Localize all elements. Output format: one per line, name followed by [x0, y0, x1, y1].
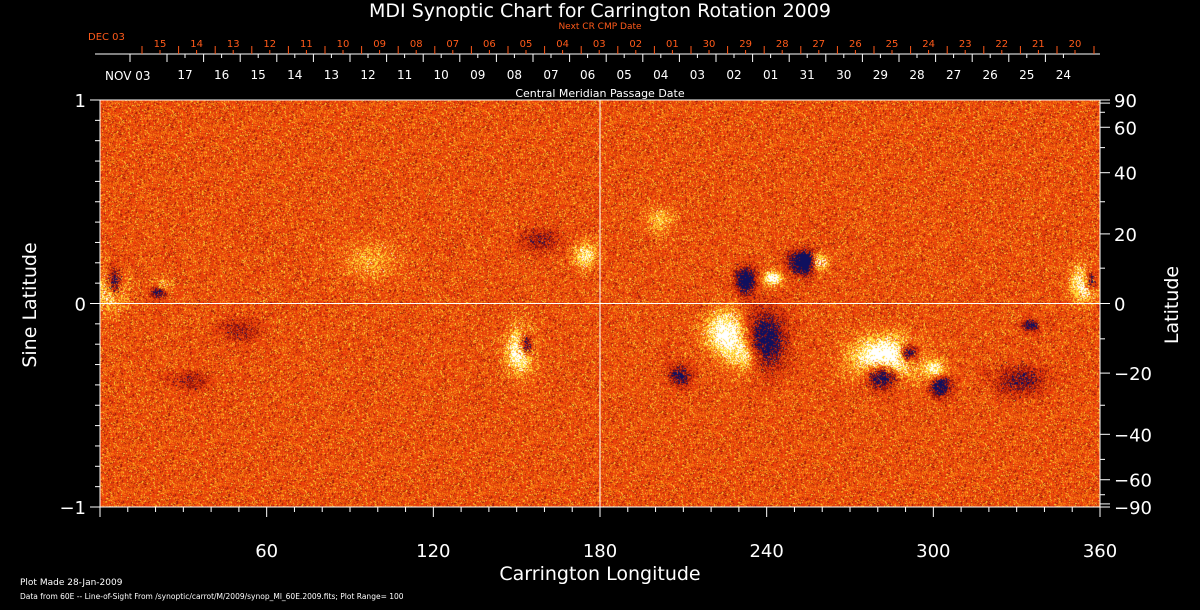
y2-tick-label: −20 — [1114, 364, 1152, 385]
cmp-date: 17 — [177, 68, 192, 82]
y-tick-label: 0 — [75, 295, 86, 316]
x-tick-label: 240 — [749, 541, 783, 562]
cmp-date: 03 — [690, 68, 705, 82]
cmp-date: 04 — [653, 68, 668, 82]
cmp-date: 06 — [580, 68, 595, 82]
cmp-date: 13 — [324, 68, 339, 82]
next-cr-date: 13 — [227, 39, 240, 50]
next-cr-date: 14 — [190, 39, 203, 50]
next-cr-date: 09 — [373, 39, 386, 50]
next-cr-date: 21 — [1032, 39, 1045, 50]
cmp-date: 09 — [470, 68, 485, 82]
next-cr-date: 24 — [922, 39, 935, 50]
y2-tick-label: 20 — [1114, 225, 1137, 246]
x-tick-label: 60 — [255, 541, 278, 562]
next-cr-date: 02 — [629, 39, 642, 50]
cmp-date: 31 — [800, 68, 815, 82]
next-cr-date: 06 — [483, 39, 496, 50]
next-cr-date: 11 — [300, 39, 313, 50]
cmp-date: 10 — [434, 68, 449, 82]
x-tick-label: 120 — [416, 541, 450, 562]
cmp-date: 27 — [946, 68, 961, 82]
next-cr-date: 27 — [812, 39, 825, 50]
cmp-date: 08 — [507, 68, 522, 82]
next-cr-date: 23 — [959, 39, 972, 50]
y2-axis-label: Latitude — [1161, 265, 1183, 345]
y2-tick-label: −90 — [1114, 498, 1152, 519]
next-cr-date: 04 — [556, 39, 569, 50]
next-cr-date: 30 — [703, 39, 716, 50]
x-tick-label: 300 — [916, 541, 950, 562]
cmp-date: 16 — [214, 68, 229, 82]
y-tick-label: 1 — [75, 91, 86, 112]
cmp-date: 15 — [251, 68, 266, 82]
cmp-date: 14 — [287, 68, 302, 82]
cmp-date: 29 — [873, 68, 888, 82]
next-cr-date: 22 — [995, 39, 1008, 50]
next-cr-date: 26 — [849, 39, 862, 50]
cmp-date: 01 — [763, 68, 778, 82]
chart-title: MDI Synoptic Chart for Carrington Rotati… — [369, 0, 831, 22]
y-tick-label: −1 — [59, 498, 86, 519]
cmp-date: 24 — [1056, 68, 1071, 82]
plot-made-note: Plot Made 28-Jan-2009 — [20, 578, 123, 588]
y2-tick-label: −60 — [1114, 471, 1152, 492]
next-cr-date: 10 — [337, 39, 350, 50]
next-cr-date: 07 — [446, 39, 459, 50]
y2-tick-label: 0 — [1114, 295, 1125, 316]
next-cr-start-label: DEC 03 — [88, 32, 125, 43]
next-cr-date: 20 — [1069, 39, 1082, 50]
next-cr-date: 15 — [154, 39, 167, 50]
x-tick-label: 360 — [1083, 541, 1117, 562]
y2-tick-label: 60 — [1114, 118, 1137, 139]
cmp-axis-label: Central Meridian Passage Date — [515, 87, 685, 100]
next-cr-date: 29 — [739, 39, 752, 50]
x-tick-label: 180 — [583, 541, 617, 562]
cmp-date: 28 — [909, 68, 924, 82]
next-cr-date: 01 — [666, 39, 679, 50]
next-cr-date: 12 — [263, 39, 276, 50]
cmp-date: 30 — [836, 68, 851, 82]
cmp-date: 05 — [617, 68, 632, 82]
x-axis-label: Carrington Longitude — [499, 563, 701, 585]
cmp-date: 07 — [543, 68, 558, 82]
data-source-note: Data from 60E -- Line-of-Sight From /syn… — [20, 592, 404, 601]
next-cr-date: 03 — [593, 39, 606, 50]
next-cr-date: 05 — [520, 39, 533, 50]
next-cr-date: 25 — [886, 39, 899, 50]
cmp-date: 02 — [726, 68, 741, 82]
y2-tick-label: 90 — [1114, 91, 1137, 112]
cmp-date: 12 — [360, 68, 375, 82]
y-axis-label: Sine Latitude — [19, 242, 41, 368]
next-cr-date: 28 — [776, 39, 789, 50]
cmp-start-label: NOV 03 — [105, 69, 151, 83]
cmp-date: 11 — [397, 68, 412, 82]
cmp-date: 25 — [1019, 68, 1034, 82]
next-cr-axis-label: Next CR CMP Date — [558, 22, 642, 32]
y2-tick-label: 40 — [1114, 164, 1137, 185]
next-cr-date: 08 — [410, 39, 423, 50]
y2-tick-label: −40 — [1114, 425, 1152, 446]
cmp-date: 26 — [983, 68, 998, 82]
